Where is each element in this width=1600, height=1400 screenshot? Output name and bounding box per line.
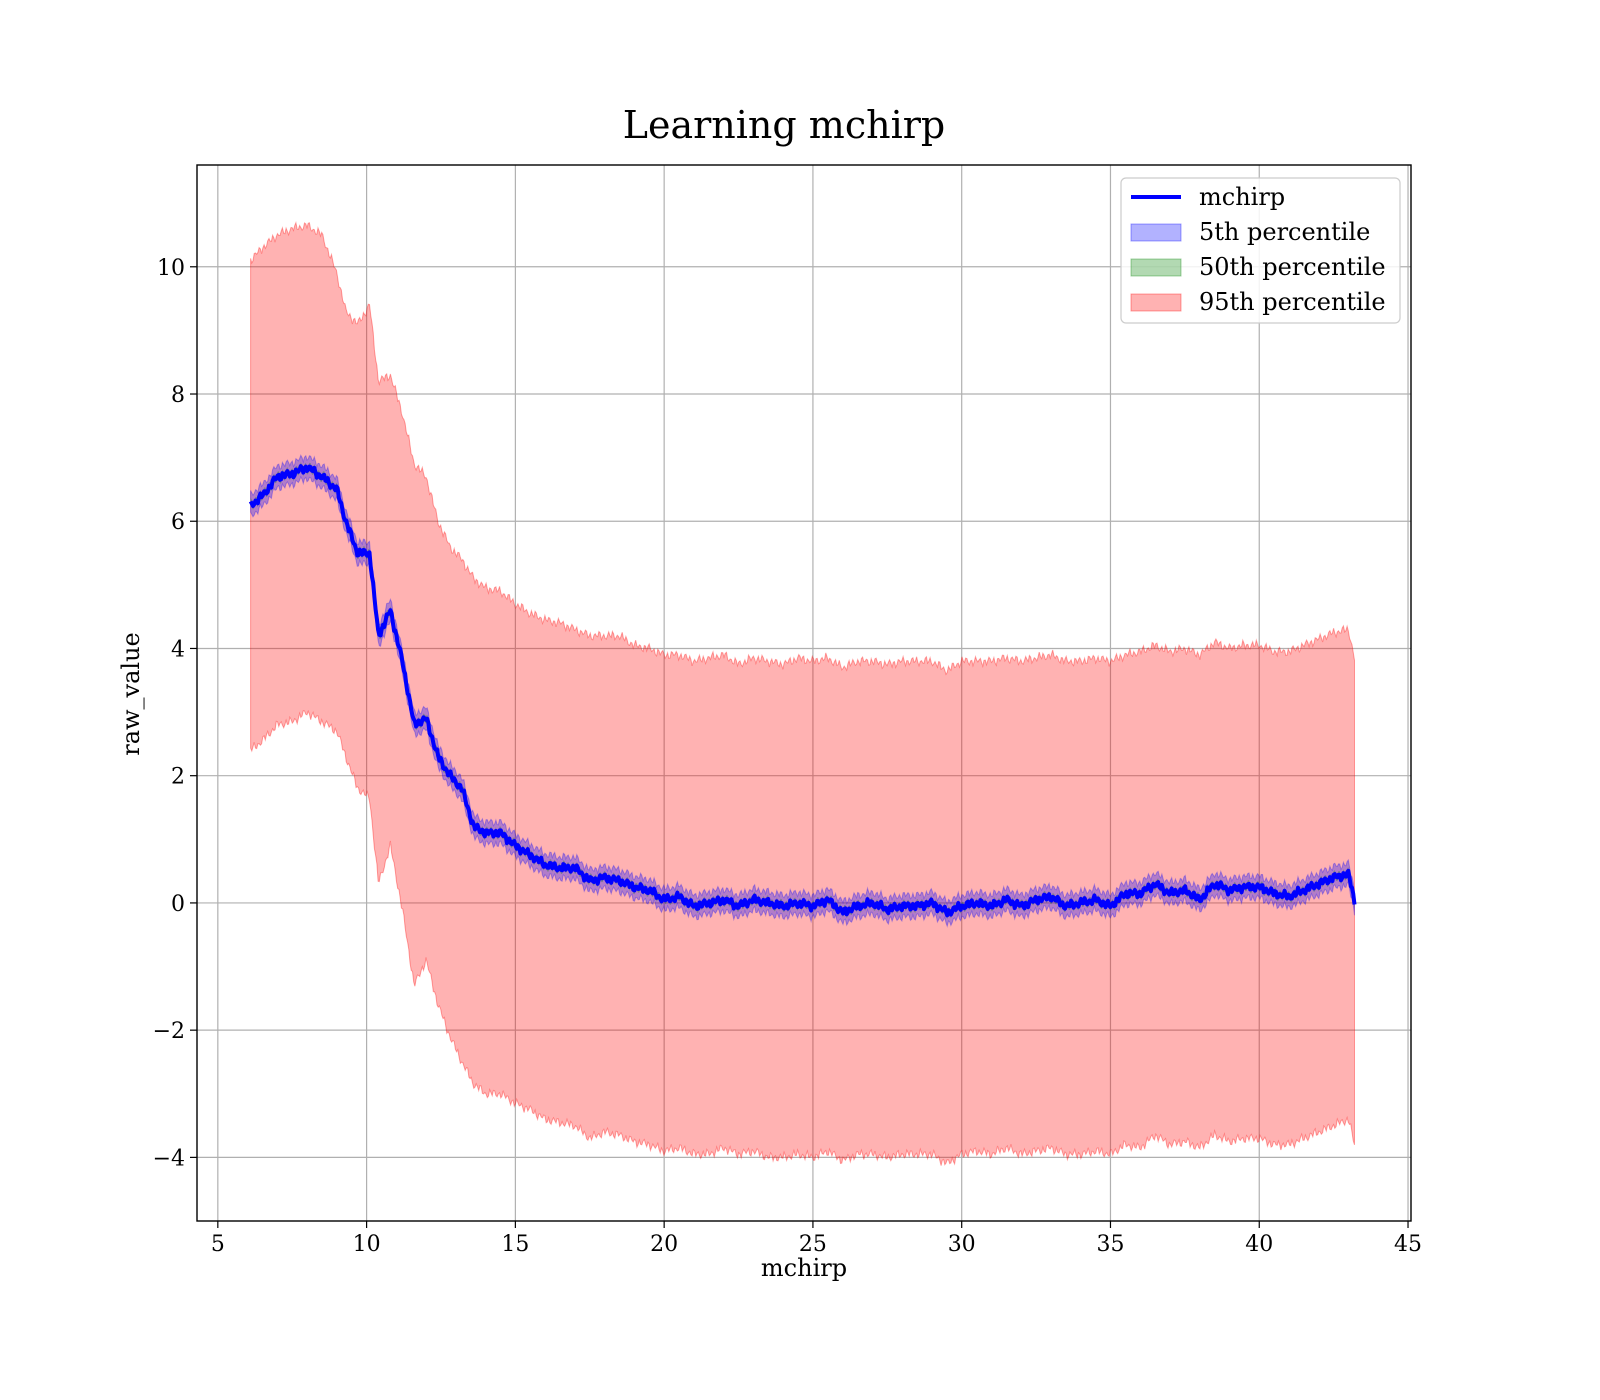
legend-swatch-band bbox=[1130, 293, 1182, 312]
legend-box bbox=[1120, 177, 1401, 324]
y-tick-label: 4 bbox=[171, 637, 185, 662]
grid bbox=[197, 165, 1411, 1221]
x-tick-label: 40 bbox=[1245, 1232, 1273, 1257]
legend-label: 5th percentile bbox=[1199, 218, 1370, 246]
y-axis-label: raw_value bbox=[117, 632, 145, 756]
legend-label: 50th percentile bbox=[1199, 253, 1386, 281]
legend-swatch-band bbox=[1130, 223, 1182, 242]
x-axis-label: mchirp bbox=[761, 1254, 847, 1282]
series-line-mchirp bbox=[248, 464, 1357, 918]
x-tick-label: 10 bbox=[353, 1232, 381, 1257]
legend: mchirp 5th percentile 50th percentile 95th … bbox=[1120, 177, 1401, 324]
y-tick-label: 6 bbox=[171, 510, 185, 535]
x-tick-label: 35 bbox=[1096, 1232, 1124, 1257]
y-tick-label: 2 bbox=[171, 765, 185, 790]
chart-title: Learning mchirp bbox=[623, 103, 945, 147]
x-tick-label: 30 bbox=[948, 1232, 976, 1257]
band-95th-percentile bbox=[250, 220, 1355, 1166]
x-tick-label: 25 bbox=[799, 1232, 827, 1257]
y-tick-label: 10 bbox=[157, 256, 185, 281]
legend-label: mchirp bbox=[1199, 183, 1285, 211]
plot-frame bbox=[196, 164, 1412, 1222]
y-tick-label: −4 bbox=[153, 1146, 185, 1171]
x-tick-label: 15 bbox=[501, 1232, 529, 1257]
x-tick-label: 45 bbox=[1394, 1232, 1422, 1257]
x-tick-label: 5 bbox=[211, 1232, 225, 1257]
bands bbox=[250, 220, 1355, 1166]
legend-label: 95th percentile bbox=[1199, 288, 1386, 316]
lines bbox=[248, 464, 1357, 918]
x-axis-ticks: 5 10 15 20 25 30 35 40 45 bbox=[211, 1221, 1422, 1257]
y-tick-label: 8 bbox=[171, 383, 185, 408]
x-tick-label: 20 bbox=[650, 1232, 678, 1257]
legend-swatch-band bbox=[1130, 258, 1182, 277]
y-tick-label: −2 bbox=[153, 1019, 185, 1044]
y-axis-ticks: −4 −2 0 2 4 6 8 10 bbox=[153, 256, 197, 1171]
band-5th-percentile bbox=[250, 454, 1355, 928]
y-tick-label: 0 bbox=[171, 892, 185, 917]
